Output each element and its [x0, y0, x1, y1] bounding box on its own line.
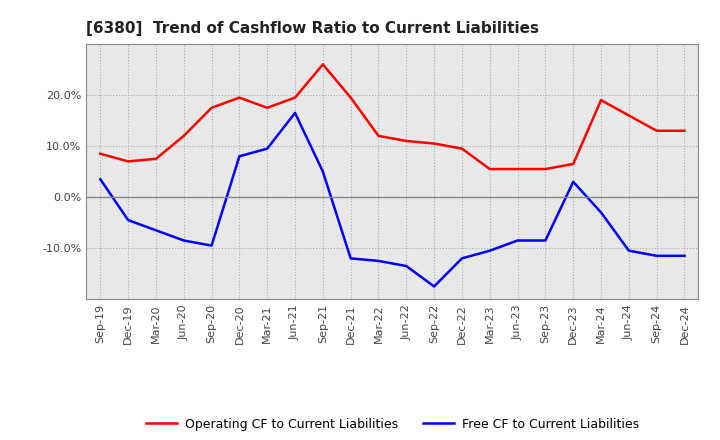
Free CF to Current Liabilities	[541, 238, 550, 243]
Legend: Operating CF to Current Liabilities, Free CF to Current Liabilities: Operating CF to Current Liabilities, Fre…	[141, 413, 644, 436]
Operating CF to Current Liabilities	[263, 105, 271, 110]
Operating CF to Current Liabilities	[458, 146, 467, 151]
Operating CF to Current Liabilities	[207, 105, 216, 110]
Operating CF to Current Liabilities	[513, 166, 522, 172]
Operating CF to Current Liabilities	[541, 166, 550, 172]
Free CF to Current Liabilities	[485, 248, 494, 253]
Free CF to Current Liabilities	[569, 179, 577, 184]
Operating CF to Current Liabilities	[124, 159, 132, 164]
Operating CF to Current Liabilities	[318, 62, 327, 67]
Line: Free CF to Current Liabilities: Free CF to Current Liabilities	[100, 113, 685, 286]
Free CF to Current Liabilities	[624, 248, 633, 253]
Operating CF to Current Liabilities	[96, 151, 104, 156]
Line: Operating CF to Current Liabilities: Operating CF to Current Liabilities	[100, 64, 685, 169]
Operating CF to Current Liabilities	[235, 95, 243, 100]
Free CF to Current Liabilities	[235, 154, 243, 159]
Text: [6380]  Trend of Cashflow Ratio to Current Liabilities: [6380] Trend of Cashflow Ratio to Curren…	[86, 21, 539, 36]
Free CF to Current Liabilities	[152, 227, 161, 233]
Free CF to Current Liabilities	[179, 238, 188, 243]
Free CF to Current Liabilities	[513, 238, 522, 243]
Free CF to Current Liabilities	[597, 210, 606, 215]
Operating CF to Current Liabilities	[569, 161, 577, 167]
Operating CF to Current Liabilities	[485, 166, 494, 172]
Free CF to Current Liabilities	[263, 146, 271, 151]
Free CF to Current Liabilities	[374, 258, 383, 264]
Free CF to Current Liabilities	[652, 253, 661, 258]
Operating CF to Current Liabilities	[652, 128, 661, 133]
Operating CF to Current Liabilities	[624, 113, 633, 118]
Free CF to Current Liabilities	[458, 256, 467, 261]
Free CF to Current Liabilities	[680, 253, 689, 258]
Operating CF to Current Liabilities	[402, 138, 410, 143]
Free CF to Current Liabilities	[124, 217, 132, 223]
Free CF to Current Liabilities	[346, 256, 355, 261]
Operating CF to Current Liabilities	[597, 98, 606, 103]
Free CF to Current Liabilities	[291, 110, 300, 116]
Operating CF to Current Liabilities	[430, 141, 438, 146]
Free CF to Current Liabilities	[207, 243, 216, 248]
Operating CF to Current Liabilities	[179, 133, 188, 139]
Free CF to Current Liabilities	[430, 284, 438, 289]
Free CF to Current Liabilities	[402, 264, 410, 269]
Operating CF to Current Liabilities	[346, 95, 355, 100]
Free CF to Current Liabilities	[318, 169, 327, 174]
Free CF to Current Liabilities	[96, 176, 104, 182]
Operating CF to Current Liabilities	[374, 133, 383, 139]
Operating CF to Current Liabilities	[291, 95, 300, 100]
Operating CF to Current Liabilities	[152, 156, 161, 161]
Operating CF to Current Liabilities	[680, 128, 689, 133]
